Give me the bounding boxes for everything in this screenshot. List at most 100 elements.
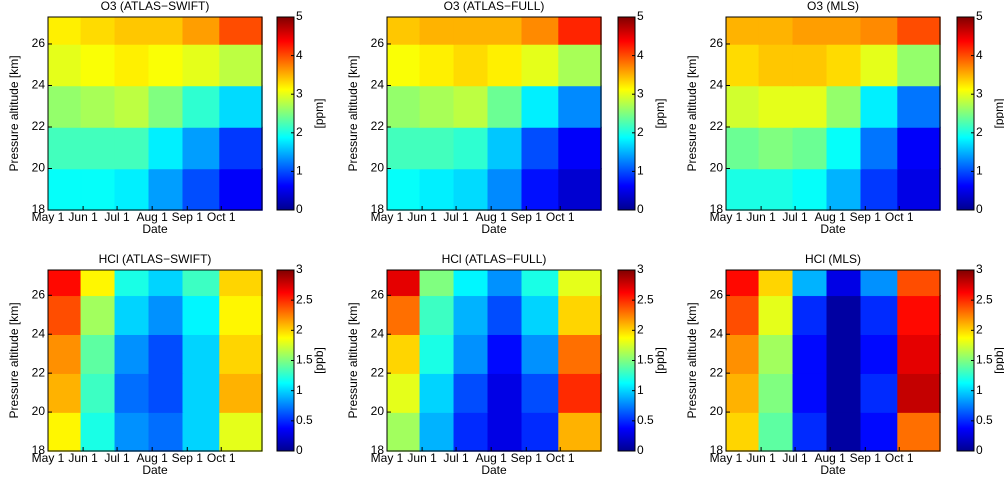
plot-frame — [386, 269, 602, 452]
heatmap-cell — [80, 168, 116, 211]
colorbar-label: [ppb] — [312, 347, 326, 374]
heatmap-cell — [521, 168, 560, 211]
x-tick-label: Oct 1 — [546, 210, 575, 224]
x-tick-label: Oct 1 — [207, 451, 236, 465]
colorbar-tick-label: 1.5 — [637, 353, 654, 367]
y-axis-label: Pressure altitude [km] — [685, 302, 699, 418]
heatmap-cell — [80, 333, 116, 374]
heatmap-cell — [419, 43, 455, 87]
colorbar-tick-label: 0.5 — [976, 413, 993, 427]
colorbar — [276, 16, 295, 211]
y-tick-label: 24 — [710, 78, 724, 92]
panel: May 1 Jun 1 Jul 1 Aug 1 Sep 1 Oct 11820222426… — [346, 0, 667, 236]
heatmap-cell — [148, 168, 184, 211]
heatmap-cell — [521, 43, 560, 87]
heatmap-cell — [80, 269, 116, 297]
heatmap-cell — [219, 269, 263, 297]
y-tick-label: 26 — [32, 36, 46, 50]
heatmap-cell — [386, 16, 421, 45]
heatmap-cell — [521, 85, 560, 128]
x-tick-label: Jun 1 — [68, 210, 98, 224]
heatmap-cell — [558, 269, 602, 297]
heatmap-cell — [758, 333, 794, 374]
colorbar-tick-label: 1 — [296, 164, 303, 178]
plot-frame — [47, 16, 263, 211]
heatmap-cell — [758, 269, 794, 297]
x-tick-label: Oct 1 — [207, 210, 236, 224]
heatmap-cell — [792, 333, 828, 374]
colorbar-tick-label: 3 — [296, 262, 303, 276]
heatmap-cell — [826, 16, 862, 45]
heatmap-cell — [487, 126, 523, 170]
heatmap-cell — [148, 16, 184, 45]
colorbar-tick-label: 2 — [637, 125, 644, 139]
heatmap-cell — [487, 85, 523, 128]
heatmap-cell — [114, 269, 150, 297]
heatmap-cell — [219, 411, 263, 452]
heatmap-cell — [826, 372, 862, 413]
heatmap-cell — [725, 16, 760, 45]
x-tick-label: Jun 1 — [407, 210, 437, 224]
heatmap-cell — [792, 168, 828, 211]
x-tick-label: Aug 1 — [475, 210, 507, 224]
colorbar-tick-label: 1 — [637, 383, 644, 397]
heatmap-cell — [897, 85, 941, 128]
heatmap-cell — [558, 333, 602, 374]
heatmap-cell — [182, 295, 221, 335]
heatmap-cell — [725, 372, 760, 413]
colorbar-tick-label: 2.5 — [637, 292, 654, 306]
heatmap-cell — [897, 168, 941, 211]
colorbar-tick-label: 3 — [637, 86, 644, 100]
x-tick-label: Jun 1 — [746, 451, 776, 465]
colorbar-tick-label: 2 — [637, 323, 644, 337]
heatmap-cell — [80, 126, 116, 170]
heatmap-cell — [419, 126, 455, 170]
x-axis-label: Date — [142, 222, 168, 236]
colorbar-tick-label: 3 — [976, 86, 983, 100]
heatmap-cell — [826, 85, 862, 128]
heatmap-cell — [182, 126, 221, 170]
colorbar-tick-label: 4 — [976, 48, 983, 62]
heatmap-cell — [860, 372, 899, 413]
heatmap-cell — [758, 168, 794, 211]
x-tick-label: Jul 1 — [443, 210, 469, 224]
heatmap-cell — [758, 43, 794, 87]
heatmap-cell — [826, 43, 862, 87]
x-tick-label: Sep 1 — [511, 451, 543, 465]
heatmap-cell — [419, 16, 455, 45]
heatmap-cell — [725, 269, 760, 297]
colorbar-tick-label: 3 — [637, 262, 644, 276]
colorbar-tick-label: 4 — [296, 48, 303, 62]
chart-title: HCl (ATLAS−FULL) — [442, 252, 547, 266]
x-tick-label: Oct 1 — [885, 210, 914, 224]
colorbar-tick-label: 1 — [976, 383, 983, 397]
heatmap-cell — [219, 168, 263, 211]
heatmap-cell — [725, 411, 760, 452]
colorbar — [617, 16, 636, 211]
x-axis-label: Date — [481, 463, 507, 477]
y-tick-label: 20 — [371, 161, 385, 175]
heatmap-cell — [758, 372, 794, 413]
chart-title: O3 (MLS) — [807, 0, 859, 13]
heatmap-cell — [725, 126, 760, 170]
heatmap-cell — [148, 269, 184, 297]
x-tick-label: Aug 1 — [814, 210, 846, 224]
heatmap-cell — [453, 85, 489, 128]
heatmap-cell — [897, 43, 941, 87]
x-tick-label: Aug 1 — [136, 210, 168, 224]
heatmap-cell — [419, 372, 455, 413]
heatmap-cell — [182, 168, 221, 211]
heatmap-cell — [47, 333, 82, 374]
colorbar-label: [ppb] — [992, 347, 1004, 374]
colorbar-tick-label: 2.5 — [296, 292, 313, 306]
heatmap-cell — [182, 16, 221, 45]
x-tick-label: Sep 1 — [172, 210, 204, 224]
y-tick-label: 24 — [710, 326, 724, 340]
heatmap-cell — [558, 411, 602, 452]
colorbar-label: [ppm] — [312, 98, 326, 128]
colorbar-tick-label: 1 — [976, 164, 983, 178]
x-tick-label: Jul 1 — [443, 451, 469, 465]
y-tick-label: 22 — [371, 365, 385, 379]
heatmap-cell — [521, 126, 560, 170]
x-tick-label: Sep 1 — [850, 210, 882, 224]
